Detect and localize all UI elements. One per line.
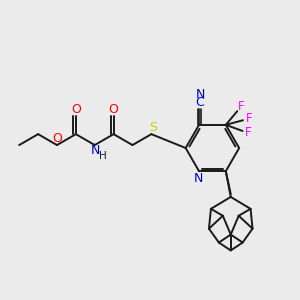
- Text: N: N: [195, 88, 205, 100]
- Text: S: S: [149, 121, 157, 134]
- Text: O: O: [52, 132, 62, 145]
- Text: N: N: [91, 143, 100, 157]
- Text: H: H: [99, 151, 106, 161]
- Text: F: F: [245, 112, 252, 125]
- Text: F: F: [238, 100, 244, 113]
- Text: N: N: [194, 172, 203, 184]
- Text: O: O: [109, 103, 118, 116]
- Text: F: F: [245, 127, 251, 140]
- Text: O: O: [71, 103, 81, 116]
- Text: C: C: [196, 96, 204, 109]
